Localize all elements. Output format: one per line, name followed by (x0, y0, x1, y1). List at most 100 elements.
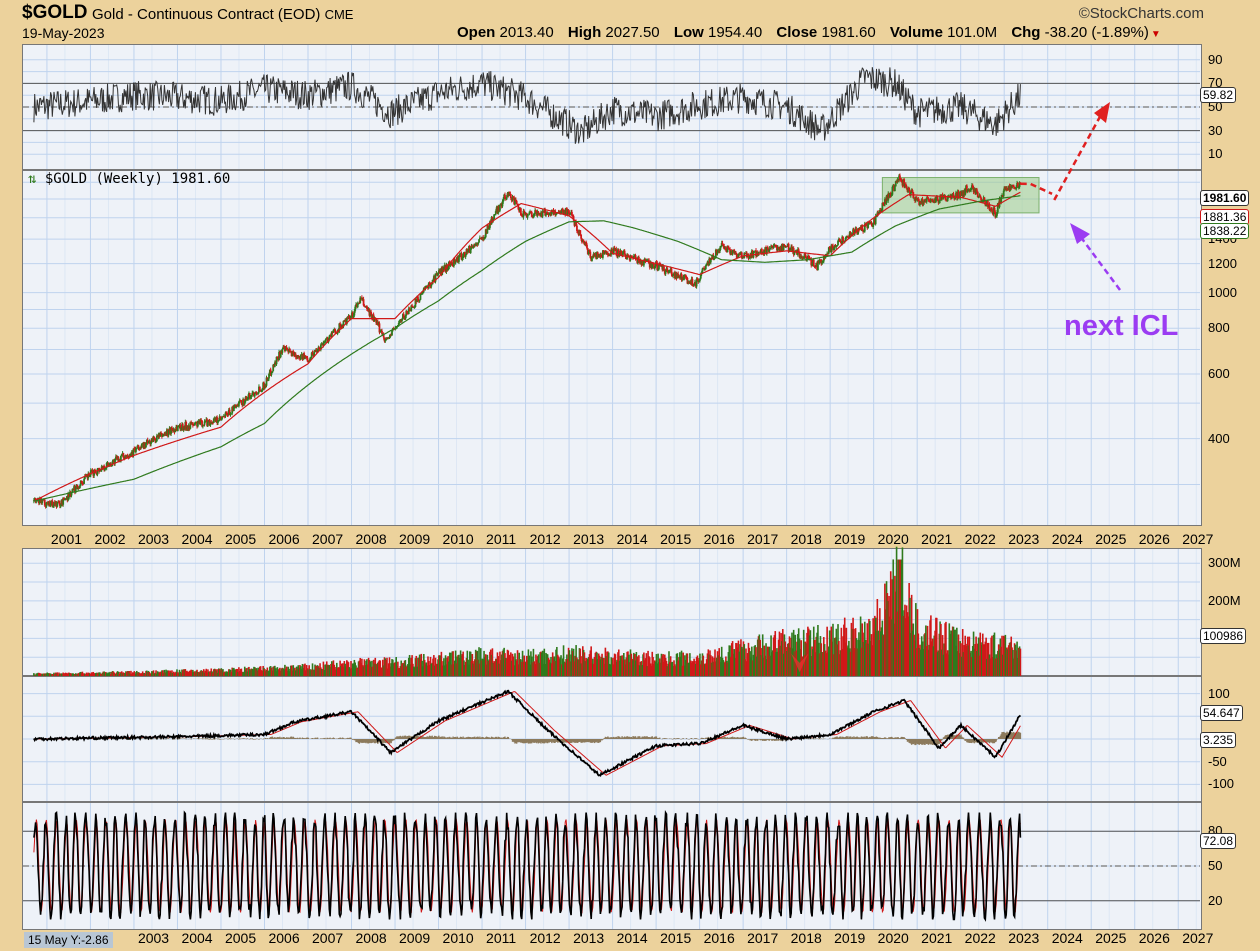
volume-bar (714, 649, 716, 676)
price-candle-body (59, 505, 62, 507)
volume-bar (349, 668, 351, 676)
price-candle-body (319, 344, 322, 350)
volume-bar (962, 652, 965, 676)
price-candle-body (844, 237, 847, 241)
price-candle-body (587, 251, 590, 254)
volume-bar (771, 652, 773, 676)
volume-bar (990, 637, 992, 676)
price-candle-body (375, 318, 378, 323)
price-candle-body (658, 263, 660, 270)
volume-bar (341, 663, 344, 676)
volume-bar (479, 663, 481, 676)
volume-bar (708, 654, 710, 676)
volume-bar (466, 650, 469, 676)
volume-bar (997, 644, 1000, 676)
volume-bar (670, 662, 673, 676)
price-candle-body (517, 205, 520, 210)
volume-bar (730, 656, 732, 676)
volume-bar (396, 666, 398, 676)
volume-bar (497, 656, 500, 676)
volume-bar (1014, 644, 1017, 676)
price-candle-body (720, 243, 723, 247)
price-candle-body (360, 297, 363, 300)
volume-bar (92, 671, 95, 676)
price-candle-body (804, 253, 807, 257)
volume-bar (346, 661, 349, 676)
volume-bar (361, 658, 363, 676)
price-candle-body (212, 418, 215, 423)
volume-bar (378, 660, 381, 676)
volume-value: 101.0M (947, 24, 998, 41)
volume-bar (48, 673, 51, 676)
volume-bar (641, 665, 644, 676)
volume-bar (118, 673, 121, 676)
volume-bar (691, 661, 694, 676)
price-candle-body (135, 448, 138, 450)
volume-bar (172, 671, 175, 676)
volume-bar (984, 641, 987, 676)
volume-bar (643, 660, 646, 676)
volume-bar (940, 649, 943, 676)
volume-bar (368, 660, 371, 676)
volume-bar (310, 670, 312, 676)
volume-bar (190, 669, 192, 676)
price-candle-body (719, 247, 721, 252)
volume-bar (359, 657, 362, 676)
volume-bar (765, 643, 767, 676)
volume-bar (796, 641, 798, 676)
volume-bar (793, 651, 796, 676)
volume-bar (414, 658, 417, 676)
volume-bar (415, 655, 418, 676)
volume-bar (910, 633, 912, 676)
price-candle-body (499, 204, 501, 211)
volume-bar (920, 636, 923, 676)
volume-bar (768, 646, 771, 676)
volume-bar (143, 672, 146, 676)
volume-bar (969, 652, 972, 676)
volume-bar (428, 660, 430, 676)
price-candle-body (607, 252, 609, 256)
volume-bar (352, 663, 355, 676)
brand[interactable]: ©StockCharts.com (1078, 5, 1204, 22)
volume-bar (187, 671, 189, 676)
volume-bar (692, 661, 695, 676)
volume-bar (76, 673, 79, 676)
volume-bar (871, 645, 874, 676)
volume-bar (1018, 646, 1021, 676)
price-candle-body (117, 456, 120, 462)
volume-bar (510, 652, 512, 676)
volume-bar (892, 559, 895, 676)
volume-bar (693, 658, 695, 676)
volume-bar (523, 655, 526, 676)
volume-bar (599, 659, 602, 676)
price-candle-body (995, 215, 998, 218)
volume-bar (518, 652, 521, 676)
price-candle-body (382, 333, 385, 338)
volume-bar (960, 643, 962, 676)
price-candle-body (832, 245, 834, 251)
volume-bar (781, 641, 783, 676)
price-candle-body (926, 197, 929, 199)
volume-bar (291, 670, 294, 676)
price-candle-body (965, 185, 968, 192)
volume-bar (679, 652, 681, 676)
price-candle-body (467, 251, 470, 253)
volume-bar (898, 559, 900, 676)
price-candle-body (830, 245, 833, 253)
volume-bar (473, 661, 475, 676)
price-candle-body (89, 470, 92, 476)
volume-bar (337, 667, 340, 676)
volume-bar (461, 654, 464, 676)
volume-bar (56, 672, 59, 676)
volume-bar (832, 623, 834, 676)
volume-bar (900, 559, 903, 676)
volume-bar (904, 604, 906, 676)
price-candle-body (56, 502, 59, 507)
volume-bar (970, 650, 972, 676)
volume-bar (798, 638, 801, 676)
volume-bar (503, 647, 505, 676)
price-candle-body (316, 351, 319, 353)
price-candle-body (862, 230, 865, 232)
volume-bar (382, 665, 385, 676)
volume-bar (75, 674, 78, 676)
